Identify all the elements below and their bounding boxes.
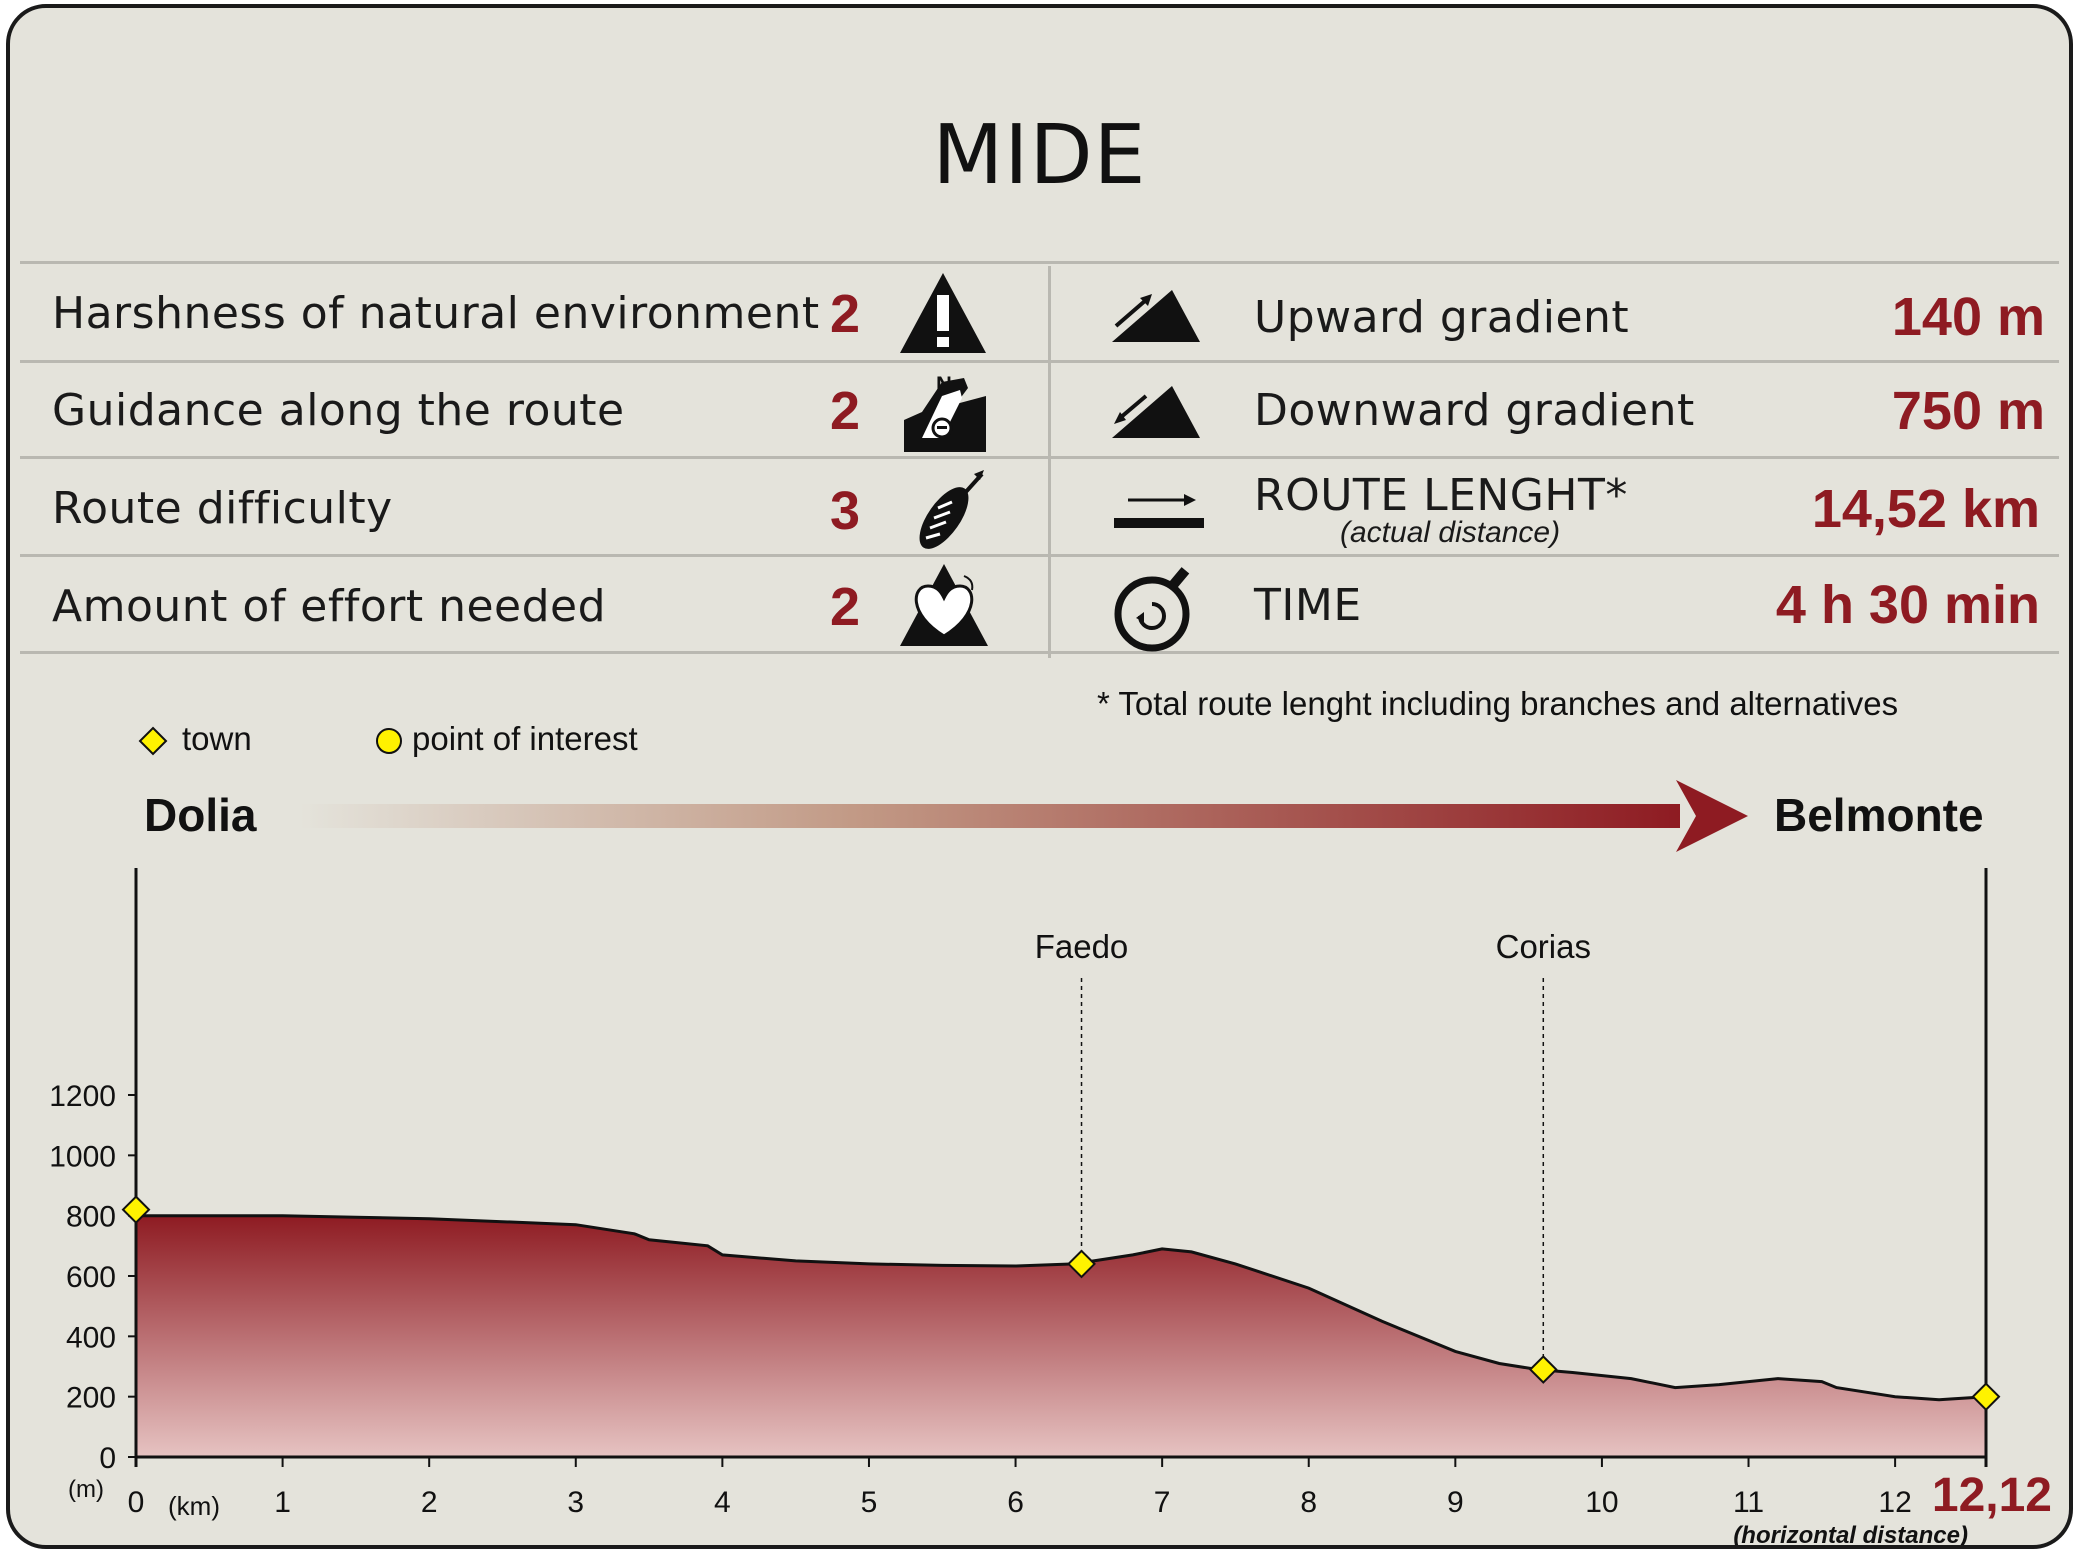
legend-town: town	[182, 720, 252, 757]
x-tick-label: 4	[714, 1486, 731, 1519]
route-length-value: 14,52 km	[1811, 479, 2040, 539]
compass-signpost-icon: N	[904, 372, 986, 452]
x-tick-label: 0	[128, 1486, 145, 1519]
x-tick-label: 7	[1154, 1486, 1171, 1519]
heart-mountain-icon	[900, 564, 988, 646]
poi-marker-icon	[376, 728, 402, 754]
mide-value-effort: 2	[829, 577, 860, 637]
mide-value-harshness: 2	[829, 284, 860, 344]
x-end-label: 12,12	[1932, 1469, 2052, 1522]
town-marker	[121, 1195, 151, 1225]
annotation-label: Corias	[1496, 928, 1591, 965]
mide-value-guidance: 2	[829, 381, 860, 441]
mide-label-effort: Amount of effort needed	[52, 581, 607, 632]
y-tick-label: 0	[99, 1442, 116, 1475]
mide-label-difficulty: Route difficulty	[52, 483, 393, 534]
table-divider	[20, 360, 2059, 363]
warning-mountain-icon	[900, 273, 986, 353]
x-tick-label: 11	[1733, 1486, 1764, 1519]
table-divider	[20, 651, 2059, 654]
end-place: Belmonte	[1774, 789, 1984, 841]
y-tick-label: 200	[66, 1382, 116, 1415]
stopwatch-icon	[1114, 567, 1190, 652]
table-divider	[20, 554, 2059, 557]
elevation-area	[136, 1215, 1986, 1457]
x-tick-label: 8	[1300, 1486, 1317, 1519]
legend-poi: point of interest	[412, 720, 638, 757]
x-tick-label: 5	[861, 1486, 878, 1519]
time-label: TIME	[1254, 580, 1362, 631]
mide-card: MIDE Harshness of natural environment 2 …	[6, 4, 2073, 1549]
town-marker	[1971, 1382, 2001, 1412]
x-axis-label: (km)	[168, 1491, 220, 1521]
y-tick-label: 600	[66, 1261, 116, 1294]
footprint-icon	[919, 470, 984, 549]
downward-gradient-value: 750 m	[1891, 381, 2045, 441]
upward-gradient-value: 140 m	[1891, 287, 2045, 347]
downward-gradient-label: Downward gradient	[1254, 385, 1695, 436]
annotation-label: Faedo	[1035, 928, 1129, 965]
y-tick-label: 800	[66, 1201, 116, 1234]
mide-label-harshness: Harshness of natural environment	[52, 288, 820, 339]
x-tick-label: 2	[421, 1486, 438, 1519]
table-divider	[20, 456, 2059, 459]
route-length-label: ROUTE LENGHT*	[1254, 470, 1628, 521]
x-end-sub: (horizontal distance)	[1733, 1522, 1968, 1548]
x-tick-label: 1	[274, 1486, 291, 1519]
downward-gradient-icon	[1112, 386, 1200, 438]
route-length-icon	[1114, 494, 1204, 528]
y-tick-label: 1200	[49, 1080, 116, 1113]
x-tick-label: 9	[1447, 1486, 1464, 1519]
x-tick-label: 12	[1878, 1486, 1911, 1519]
table-column-divider	[1048, 266, 1051, 658]
time-value: 4 h 30 min	[1775, 575, 2040, 635]
x-tick-label: 10	[1585, 1486, 1618, 1519]
table-divider	[20, 261, 2059, 264]
page-title: MIDE	[932, 108, 1147, 203]
mide-label-guidance: Guidance along the route	[52, 385, 625, 436]
town-marker	[1067, 1249, 1096, 1279]
mide-value-difficulty: 3	[829, 481, 860, 541]
y-tick-label: 400	[66, 1321, 116, 1354]
elevation-line	[136, 1214, 1987, 1402]
y-tick-label: 1000	[49, 1140, 116, 1173]
start-place: Dolia	[144, 789, 257, 841]
town-marker-icon	[138, 726, 168, 756]
x-tick-label: 6	[1007, 1486, 1024, 1519]
y-axis-label: (m)	[68, 1476, 104, 1503]
x-tick-label: 3	[567, 1486, 584, 1519]
upward-gradient-icon	[1112, 290, 1200, 342]
direction-arrow	[300, 780, 1748, 852]
route-length-sub: (actual distance)	[1340, 516, 1561, 549]
town-marker	[1528, 1355, 1558, 1384]
upward-gradient-label: Upward gradient	[1254, 292, 1630, 343]
footnote: * Total route lenght including branches …	[1097, 685, 1899, 722]
